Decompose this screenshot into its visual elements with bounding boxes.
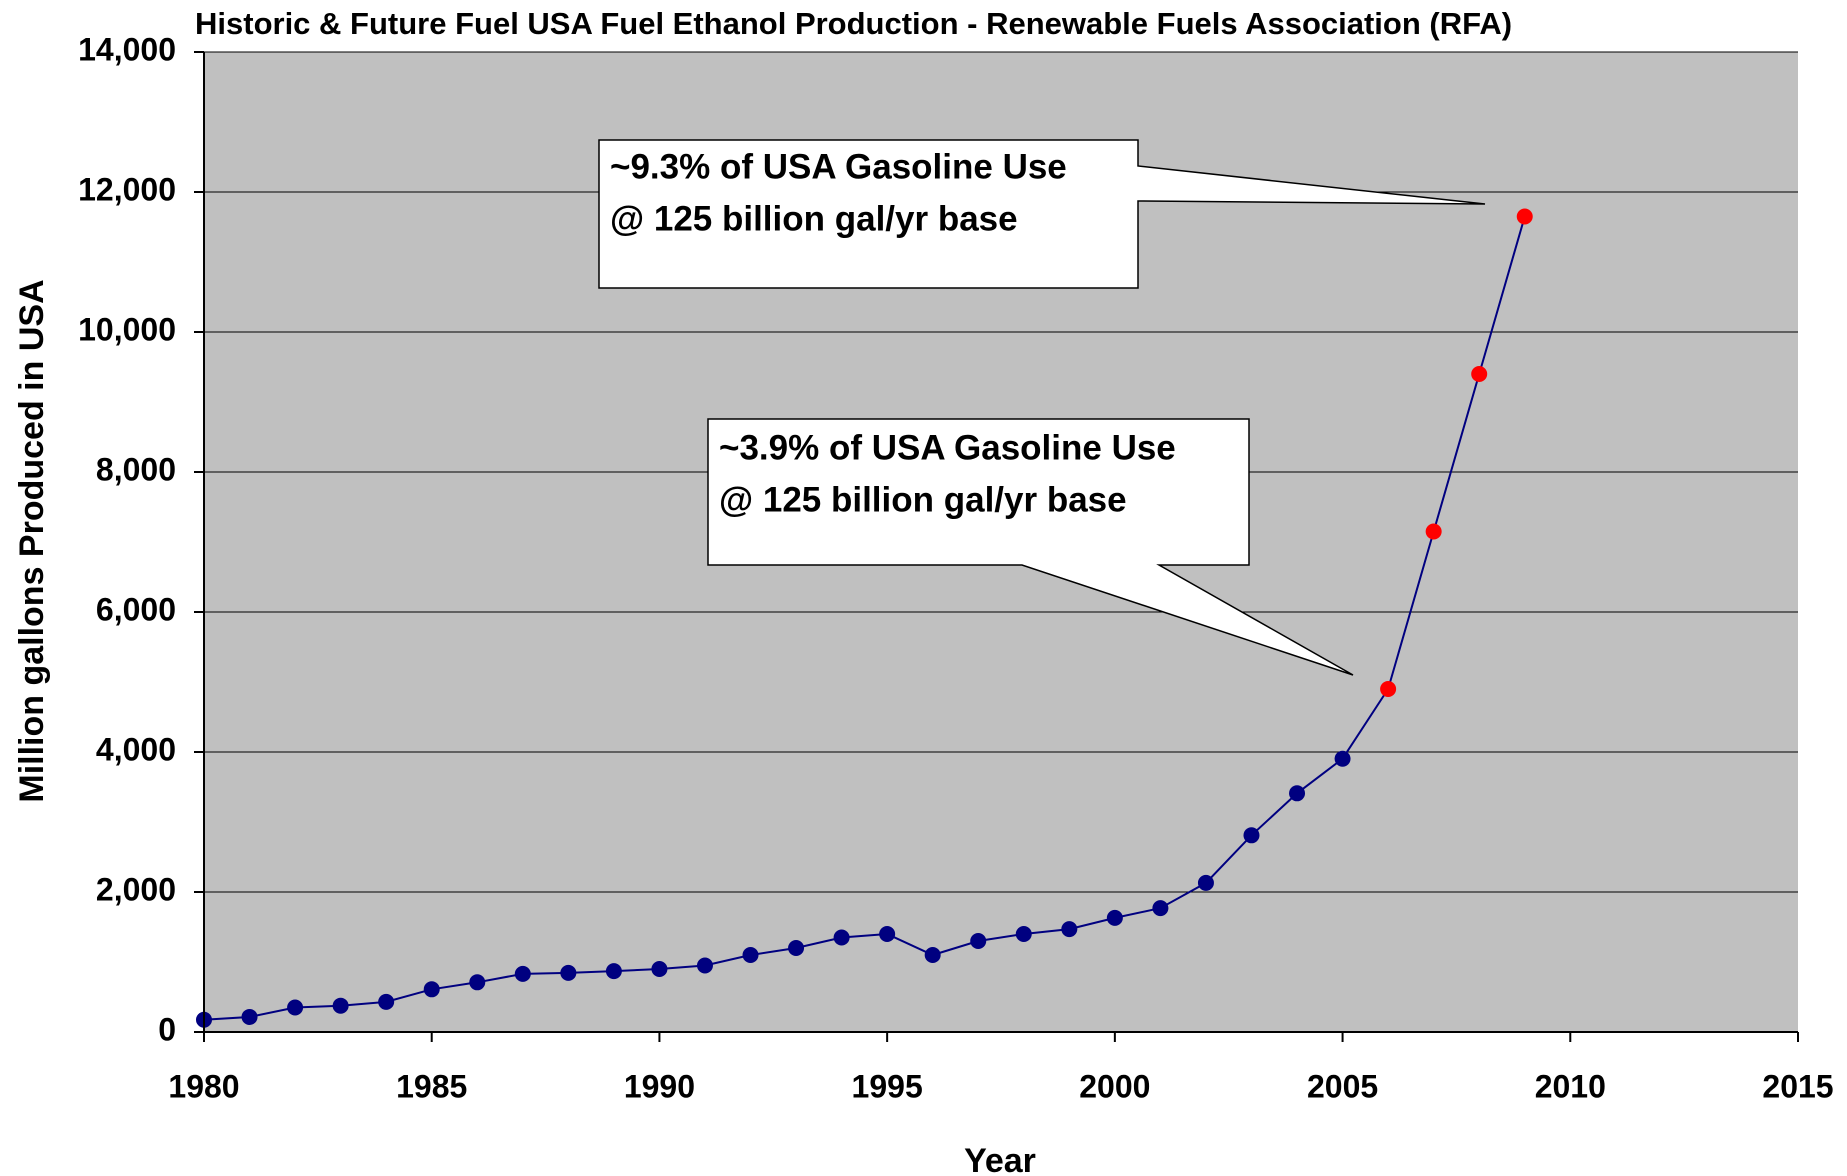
data-point (1243, 827, 1260, 844)
annotation-line: @ 125 billion gal/yr base (719, 480, 1127, 519)
data-point (378, 993, 395, 1010)
data-point (970, 933, 987, 949)
x-tick-label: 2015 (1762, 1068, 1833, 1104)
data-point (833, 929, 850, 946)
callout: ~9.3% of USA Gasoline Use @ 125 billion … (598, 139, 1486, 289)
y-tick-label: 8,000 (96, 451, 176, 487)
callout: ~3.9% of USA Gasoline Use @ 125 billion … (707, 418, 1354, 676)
data-point (514, 965, 531, 982)
data-point (1289, 785, 1306, 802)
data-point (924, 947, 941, 963)
x-tick-label: 2010 (1535, 1068, 1606, 1104)
x-tick-label: 1985 (396, 1068, 467, 1104)
y-tick-label: 12,000 (78, 171, 176, 207)
chart-title: Historic & Future Fuel USA Fuel Ethanol … (195, 6, 1512, 41)
data-point (1334, 750, 1351, 767)
data-point (1471, 366, 1488, 382)
annotation-line: ~3.9% of USA Gasoline Use (719, 428, 1176, 467)
data-point (605, 963, 622, 980)
y-tick-label: 14,000 (78, 31, 176, 67)
y-tick-label: 0 (158, 1011, 176, 1047)
callout-box (598, 139, 1486, 289)
data-point (651, 961, 668, 977)
data-point (879, 926, 896, 942)
x-tick-label: 1980 (168, 1068, 239, 1104)
y-tick-label: 4,000 (96, 731, 176, 767)
data-point (287, 999, 304, 1016)
data-point (1015, 926, 1032, 942)
data-point (1380, 681, 1397, 697)
data-point (332, 997, 349, 1014)
callout-box (707, 418, 1354, 676)
annotation-line: ~9.3% of USA Gasoline Use (610, 147, 1067, 186)
data-point (423, 981, 440, 998)
y-tick-label: 6,000 (96, 591, 176, 627)
data-point (1425, 523, 1442, 540)
data-point (469, 974, 486, 991)
annotation-line: @ 125 billion gal/yr base (610, 199, 1018, 238)
data-point (1152, 900, 1169, 917)
data-point (1106, 909, 1123, 926)
data-point (1061, 921, 1078, 938)
y-tick-label: 2,000 (96, 871, 176, 907)
x-tick-label: 1995 (852, 1068, 923, 1104)
data-point (560, 964, 577, 981)
data-point (1516, 208, 1533, 225)
data-point (788, 940, 805, 956)
data-point (696, 957, 713, 974)
data-point (241, 1008, 258, 1025)
y-tick-label: 10,000 (78, 311, 176, 347)
x-tick-label: 2000 (1079, 1068, 1150, 1104)
x-axis-title: Year (964, 1142, 1036, 1176)
data-point (742, 947, 759, 963)
data-point (1197, 874, 1214, 891)
marks (196, 208, 1533, 1028)
x-tick-label: 2005 (1307, 1068, 1378, 1104)
x-tick-label: 1990 (624, 1068, 695, 1104)
y-axis-title: Million gallons Produced in USA (13, 279, 51, 802)
